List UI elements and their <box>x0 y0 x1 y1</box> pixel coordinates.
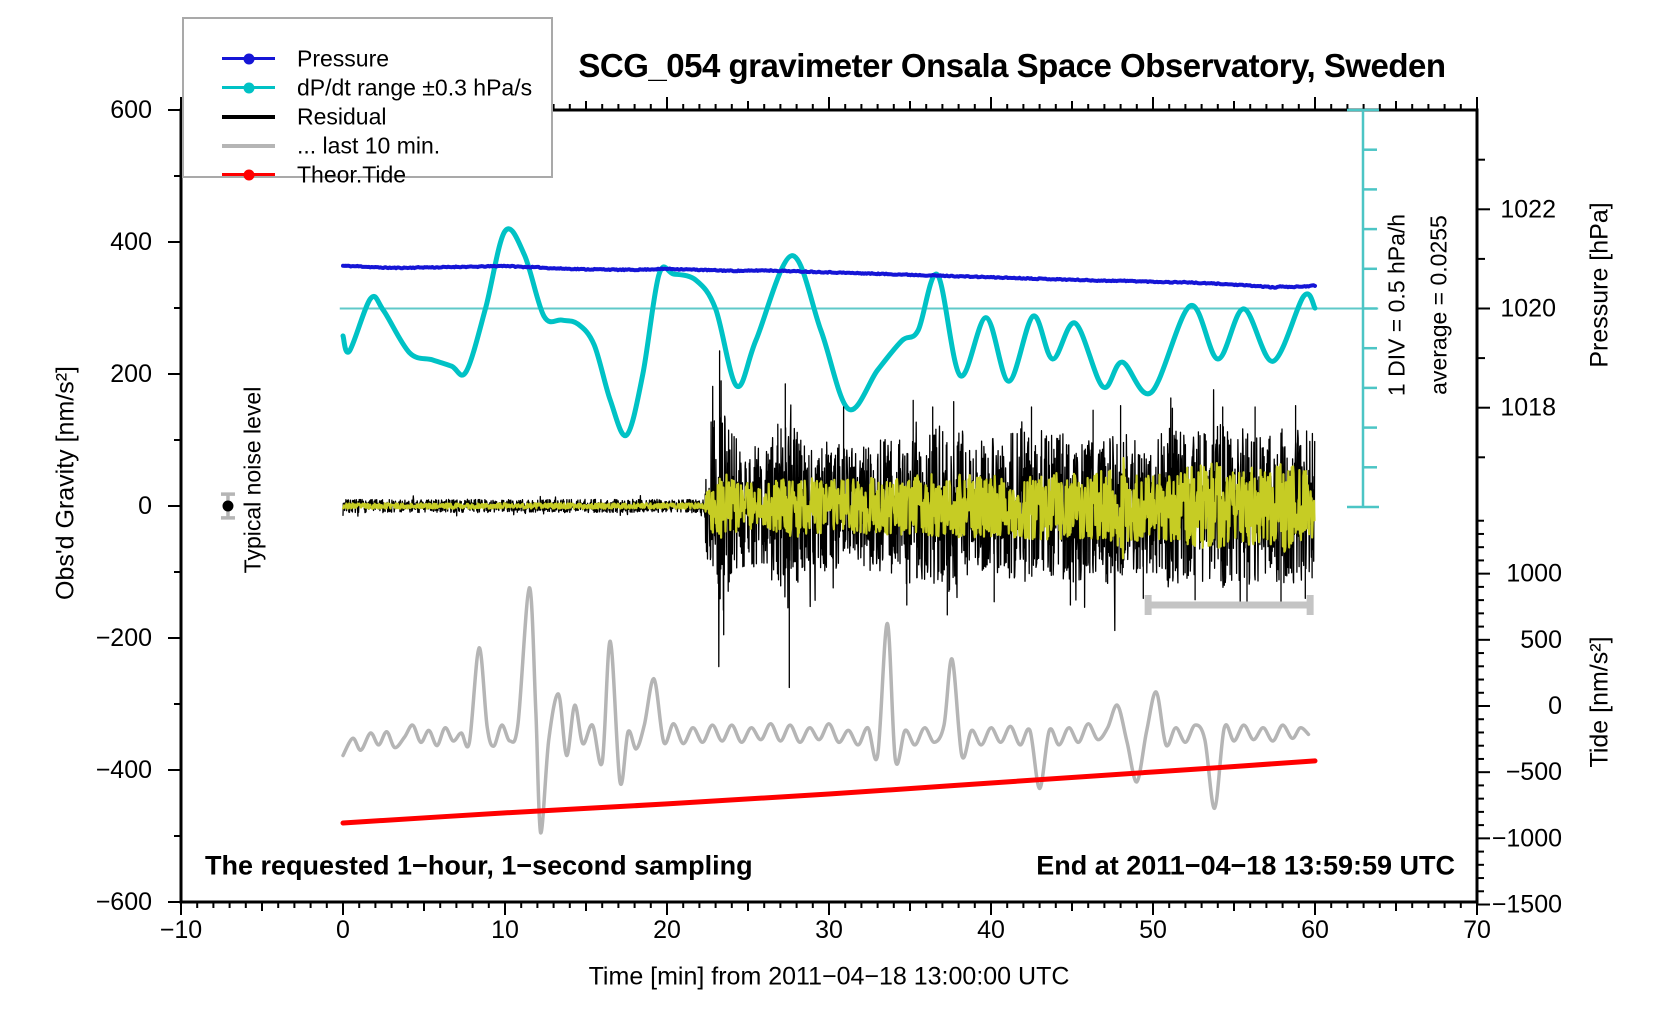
tide-tick-label: −500 <box>1506 758 1562 786</box>
theor-tide-curve <box>340 758 1318 826</box>
tide-tick-label: −1000 <box>1492 824 1562 852</box>
noise-level-label: Typical noise level <box>239 386 266 574</box>
gravity-tick-label: −600 <box>96 888 152 916</box>
legend-dot-sample <box>243 82 254 93</box>
gravity-tick-label: −200 <box>96 624 152 652</box>
legend-dot-sample <box>243 53 254 64</box>
legend-item-last10: ... last 10 min. <box>184 131 551 160</box>
x-tick-label: 0 <box>336 916 350 944</box>
legend-item-tide: Theor.Tide <box>184 160 551 189</box>
legend-item-dpdt: dP/dt range ±0.3 hPa/s <box>184 73 551 102</box>
tide-tick-label: 500 <box>1520 626 1562 654</box>
legend-label: Residual <box>297 103 387 129</box>
end-time-note: End at 2011−04−18 13:59:59 UTC <box>1036 850 1455 881</box>
legend-line-sample <box>222 114 275 119</box>
legend-item-residual: Residual <box>184 102 551 131</box>
div-scale-label: 1 DIV = 0.5 hPa/h <box>1383 213 1410 397</box>
x-tick-label: −10 <box>160 916 202 944</box>
x-tick-label: 10 <box>491 916 519 944</box>
pressure-tick-label: 1020 <box>1500 295 1556 323</box>
gravity-tick-label: −400 <box>96 756 152 784</box>
gravity-tick-label: 200 <box>110 360 152 388</box>
tide-axis-title: Tide [nm/s²] <box>1585 636 1614 768</box>
x-axis-title: Time [min] from 2011−04−18 13:00:00 UTC <box>588 962 1070 991</box>
average-label: average = 0.0255 <box>1425 215 1452 395</box>
pressure-tick-label: 1022 <box>1500 195 1556 223</box>
pressure-tick-label: 1018 <box>1500 394 1556 422</box>
chart-title: SCG_054 gravimeter Onsala Space Observat… <box>578 47 1446 84</box>
residual-filtered-curve <box>341 457 1316 560</box>
last10-curve <box>341 586 1311 835</box>
legend-label: dP/dt range ±0.3 hPa/s <box>297 74 533 100</box>
x-tick-label: 70 <box>1463 916 1491 944</box>
pressure-curve <box>341 263 1317 290</box>
legend-item-pressure: Pressure <box>184 44 551 73</box>
legend-label: Theor.Tide <box>297 161 407 187</box>
dpdt-curve <box>340 226 1318 439</box>
x-tick-label: 20 <box>653 916 681 944</box>
residual-curve <box>342 350 1316 689</box>
x-tick-label: 30 <box>815 916 843 944</box>
legend-label: ... last 10 min. <box>297 132 441 158</box>
x-tick-label: 50 <box>1139 916 1167 944</box>
legend-line-sample <box>222 143 275 148</box>
tide-tick-label: 0 <box>1548 692 1562 720</box>
sampling-note: The requested 1−hour, 1−second sampling <box>205 850 753 881</box>
noise-marker-dot <box>222 500 234 512</box>
legend-label: Pressure <box>297 45 390 71</box>
gravity-tick-label: 400 <box>110 228 152 256</box>
gravity-tick-label: 600 <box>110 96 152 124</box>
x-tick-label: 40 <box>977 916 1005 944</box>
gravity-tick-label: 0 <box>138 492 152 520</box>
pressure-axis-title: Pressure [hPa] <box>1585 202 1614 368</box>
legend-box: Pressure dP/dt range ±0.3 hPa/s Residual… <box>182 17 553 187</box>
legend-dot-sample <box>243 169 254 180</box>
x-tick-label: 60 <box>1301 916 1329 944</box>
tide-tick-label: 1000 <box>1506 560 1562 588</box>
gravity-axis-title: Obs'd Gravity [nm/s²] <box>51 366 80 600</box>
tide-tick-label: −1500 <box>1492 891 1562 919</box>
